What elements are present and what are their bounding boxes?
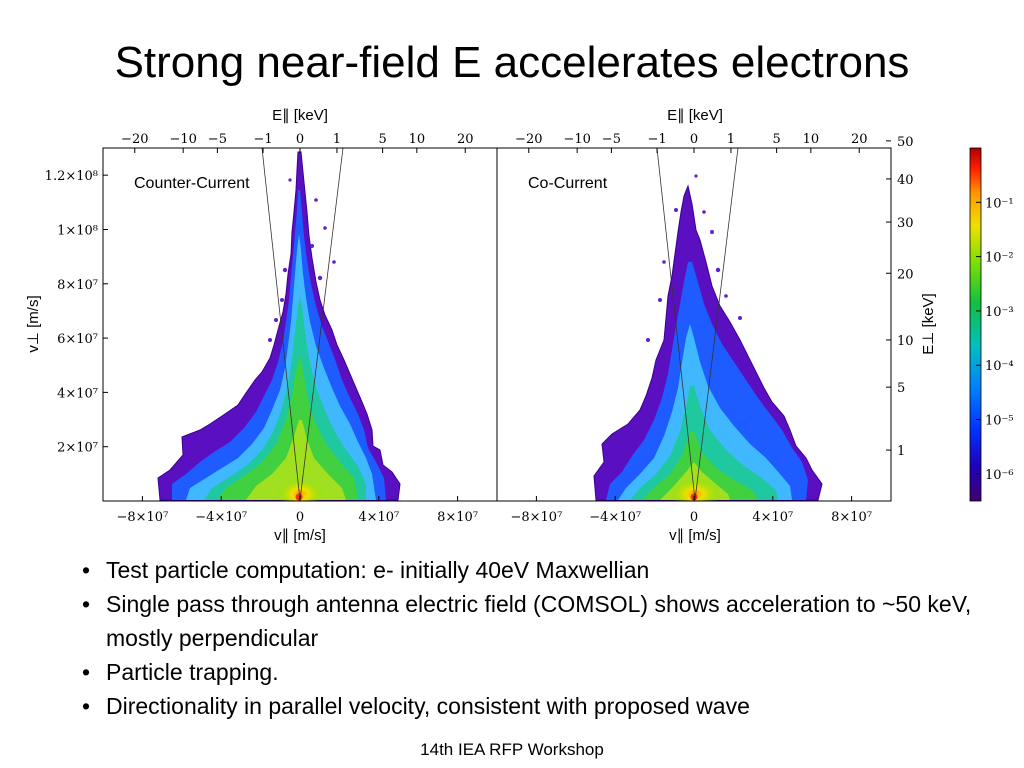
x-tick-label: −8×10⁷ (116, 510, 168, 525)
bullet-item: Test particle computation: e- initially … (80, 553, 980, 587)
right-tick-label: 30 (897, 216, 914, 231)
top-tick-label: −1 (647, 132, 666, 147)
top-tick-label: −10 (169, 132, 196, 147)
right-tick-label: 5 (897, 381, 905, 396)
slide-title: Strong near-field E accelerates electron… (114, 38, 910, 87)
top-tick-label: 5 (772, 132, 780, 147)
x-tick-label: −4×10⁷ (195, 510, 247, 525)
colorbar-tick-label: 10⁻⁵ (985, 414, 1014, 429)
figure: Counter-Current Co-Current E∥ [keV] (25, 107, 1014, 544)
axis-ticks: −8×10⁷ −4×10⁷ 0 4×10⁷ 8×10⁷−20 −10 −5 −1 0 1 5 10 20… (45, 132, 1014, 525)
right-tick-label: 20 (897, 267, 914, 282)
x-tick-label: 8×10⁷ (831, 510, 872, 525)
x-tick-label: −4×10⁷ (589, 510, 641, 525)
top-tick-label: 0 (296, 132, 304, 147)
colorbar-gradient (969, 147, 982, 502)
co-current-label: Co-Current (528, 175, 608, 192)
x-tick-label: 0 (690, 510, 698, 525)
slide-footer: 14th IEA RFP Workshop (420, 740, 604, 759)
counter-cone-right (299, 147, 344, 501)
co-contour-teal (630, 386, 778, 500)
counter-contour-green (218, 356, 358, 500)
co-current-panel: Co-Current (496, 147, 892, 502)
counter-cone-left (261, 147, 301, 501)
top-axis-label-left: E∥ [keV] (272, 107, 328, 124)
co-core-hotspot (669, 478, 721, 501)
top-tick-label: −5 (602, 132, 621, 147)
top-tick-label: 20 (457, 132, 474, 147)
right-tick-label: 10 (897, 334, 914, 349)
co-cone-left (656, 147, 696, 501)
co-scatter-specks (646, 174, 742, 342)
right-tick-label: 40 (897, 173, 914, 188)
top-tick-label: 10 (803, 132, 820, 147)
co-cone-right (694, 147, 739, 501)
top-tick-label: 10 (409, 132, 426, 147)
counter-core-hotspot (276, 478, 324, 501)
x-tick-label: 4×10⁷ (358, 510, 399, 525)
top-tick-label: 5 (378, 132, 386, 147)
x-tick-label: 0 (296, 510, 304, 525)
y-tick-label: 4×10⁷ (57, 386, 98, 401)
right-axis-label: E⊥ [keV] (920, 293, 937, 354)
counter-current-panel: Counter-Current (102, 147, 498, 502)
bottom-axis-label-right: v∥ [m/s] (669, 527, 721, 544)
colorbar-tick-label: 10⁻⁴ (985, 359, 1014, 374)
colorbar (969, 147, 982, 502)
counter-current-label: Counter-Current (134, 175, 250, 192)
right-tick-label: 1 (897, 444, 905, 459)
bottom-axis-label-left: v∥ [m/s] (274, 527, 326, 544)
y-axis-label: v⊥ [m/s] (25, 295, 42, 352)
top-tick-label: 0 (690, 132, 698, 147)
bullet-list: Test particle computation: e- initially … (80, 553, 980, 723)
y-tick-label: 2×10⁷ (57, 441, 98, 456)
x-tick-label: 4×10⁷ (752, 510, 793, 525)
co-contour-green (642, 432, 758, 500)
top-tick-label: 1 (727, 132, 735, 147)
top-tick-label: −20 (121, 132, 148, 147)
top-tick-label: −10 (563, 132, 590, 147)
top-tick-label: 20 (851, 132, 868, 147)
co-contour-blue (606, 262, 808, 500)
counter-scatter-specks (268, 178, 336, 342)
x-tick-label: −8×10⁷ (510, 510, 562, 525)
colorbar-tick-label: 10⁻⁶ (985, 468, 1014, 483)
top-tick-label: −5 (208, 132, 227, 147)
top-axis-label-right: E∥ [keV] (667, 107, 723, 124)
bullet-item: Particle trapping. (80, 655, 980, 689)
top-tick-label: −1 (253, 132, 272, 147)
bullet-item: Single pass through antenna electric fie… (80, 587, 980, 655)
right-tick-label: 50 (897, 135, 914, 150)
y-tick-label: 1×10⁸ (57, 223, 98, 238)
co-contour-cyan (618, 324, 792, 500)
colorbar-tick-label: 10⁻¹ (985, 196, 1014, 211)
counter-core-peak (295, 493, 303, 501)
bullet-item: Directionality in parallel velocity, con… (80, 689, 980, 723)
top-tick-label: 1 (333, 132, 341, 147)
y-tick-label: 1.2×10⁸ (45, 169, 98, 184)
x-tick-label: 8×10⁷ (437, 510, 478, 525)
y-tick-label: 6×10⁷ (57, 332, 98, 347)
colorbar-tick-label: 10⁻² (985, 251, 1014, 266)
y-tick-label: 8×10⁷ (57, 278, 98, 293)
colorbar-tick-label: 10⁻³ (985, 305, 1014, 320)
top-tick-label: −20 (515, 132, 542, 147)
